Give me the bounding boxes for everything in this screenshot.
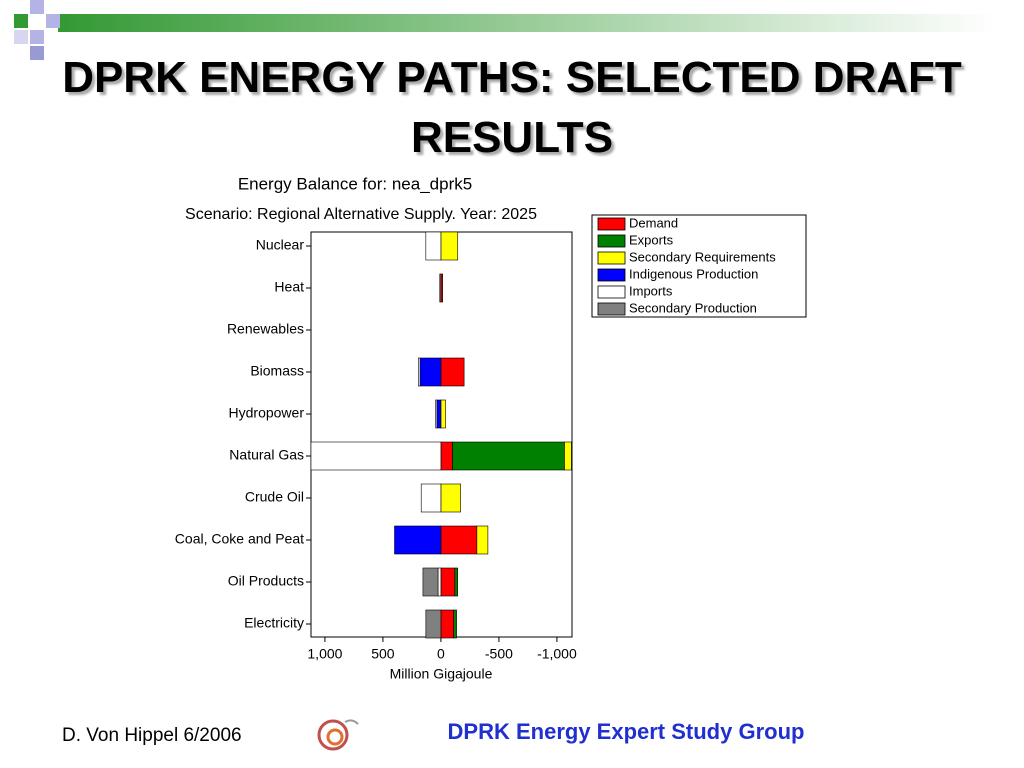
legend-label: Secondary Requirements: [629, 249, 776, 264]
y-tick-label: Electricity: [244, 615, 304, 631]
bar: [440, 231, 459, 261]
slide-title: DPRK ENERGY PATHS: SELECTED DRAFT RESULT…: [62, 53, 962, 162]
bar: [420, 483, 442, 513]
deco-square: [30, 0, 44, 14]
y-tick-label: Natural Gas: [229, 447, 304, 463]
x-tick-label: 500: [371, 646, 395, 662]
bar: [435, 399, 438, 429]
deco-square: [46, 14, 60, 28]
bar: [417, 357, 421, 387]
legend-box: [591, 214, 807, 318]
bar: [476, 525, 489, 555]
legend-swatch: [597, 217, 626, 231]
y-tick-label: Biomass: [250, 363, 304, 379]
bar: [425, 231, 442, 261]
legend-label: Exports: [629, 232, 674, 247]
x-tick-label: 1,000: [307, 646, 342, 662]
bar: [439, 273, 442, 303]
bar: [437, 567, 442, 597]
bar: [453, 609, 457, 639]
y-tick-label: Crude Oil: [245, 489, 304, 505]
y-tick-label: Oil Products: [228, 573, 304, 589]
bar: [440, 567, 456, 597]
legend-swatch: [597, 234, 626, 248]
bar: [422, 567, 439, 597]
deco-square: [30, 30, 44, 44]
deco-square: [14, 14, 28, 28]
deco-square: [14, 30, 28, 44]
bar: [564, 441, 572, 471]
bar: [440, 441, 453, 471]
y-tick-label: Nuclear: [256, 237, 305, 253]
bar: [440, 399, 446, 429]
footer-author: D. Von Hippel 6/2006: [62, 725, 242, 746]
legend-label: Demand: [629, 215, 678, 230]
bar: [440, 525, 478, 555]
bar: [454, 567, 459, 597]
y-tick-label: Heat: [274, 279, 304, 295]
y-tick-label: Coal, Coke and Peat: [175, 531, 304, 547]
legend-swatch: [597, 302, 626, 316]
bar: [419, 357, 442, 387]
x-axis-label: Million Gigajoule: [390, 666, 493, 682]
bar: [394, 525, 442, 555]
bar: [425, 609, 442, 639]
bar: [440, 357, 465, 387]
x-tick-label: -500: [485, 646, 513, 662]
chart-title: Energy Balance for: nea_dprk5: [238, 174, 472, 193]
legend-swatch: [597, 285, 626, 299]
chart-subtitle: Scenario: Regional Alternative Supply. Y…: [185, 206, 537, 223]
deco-square: [30, 46, 44, 60]
y-tick-label: Renewables: [227, 321, 304, 337]
bar: [436, 399, 442, 429]
x-tick-label: -1,000: [537, 646, 577, 662]
bar: [310, 441, 442, 471]
header-band: [58, 14, 998, 32]
bar: [452, 441, 565, 471]
logo: [317, 719, 359, 751]
y-tick-label: Hydropower: [229, 405, 305, 421]
bar: [440, 609, 454, 639]
bar: [440, 483, 461, 513]
legend-label: Secondary Production: [629, 300, 757, 315]
legend-swatch: [597, 251, 626, 265]
legend-label: Indigenous Production: [629, 266, 758, 281]
footer-group: DPRK Energy Expert Study Group: [448, 719, 805, 744]
legend-label: Imports: [629, 283, 673, 298]
x-tick-label: 0: [437, 646, 445, 662]
legend-swatch: [597, 268, 626, 282]
